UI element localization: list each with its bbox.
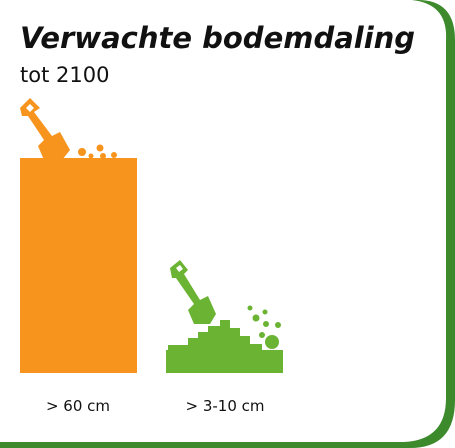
title: Verwachte bodemdaling — [20, 21, 415, 55]
item-label: > 3-10 cm — [185, 397, 264, 415]
orange-column — [20, 98, 137, 373]
green-column — [166, 260, 283, 373]
item-label: > 60 cm — [46, 397, 110, 415]
subtitle: tot 2100 — [20, 63, 109, 87]
